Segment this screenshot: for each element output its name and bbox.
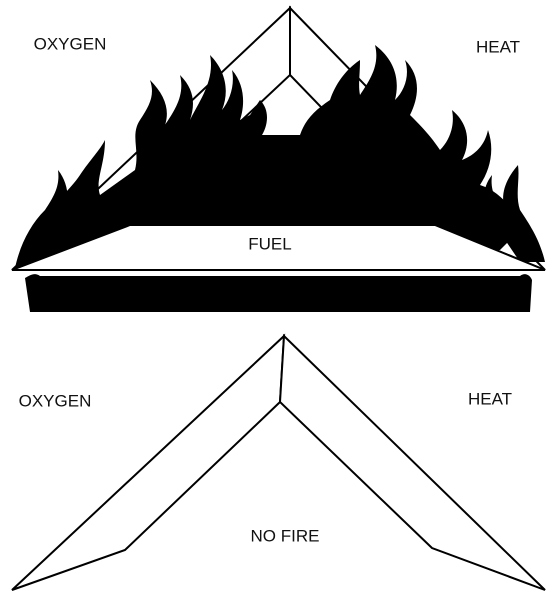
heat-label: HEAT <box>468 389 512 408</box>
fuel-underside <box>25 274 532 312</box>
no-fire-triangle: OXYGEN HEAT NO FIRE <box>12 336 545 590</box>
right-arm <box>280 336 545 590</box>
left-arm <box>12 336 284 590</box>
fire-triangle-diagram: OXYGEN HEAT FUEL OXYGEN HEAT NO FIRE <box>0 0 547 596</box>
heat-label: HEAT <box>476 37 520 56</box>
no-fire-label: NO FIRE <box>251 526 320 545</box>
oxygen-label: OXYGEN <box>34 34 107 53</box>
oxygen-label: OXYGEN <box>19 391 92 410</box>
fire-triangle: OXYGEN HEAT FUEL <box>12 8 545 312</box>
page: OXYGEN HEAT FUEL OXYGEN HEAT NO FIRE (()… <box>0 0 547 596</box>
fuel-label: FUEL <box>248 234 291 253</box>
